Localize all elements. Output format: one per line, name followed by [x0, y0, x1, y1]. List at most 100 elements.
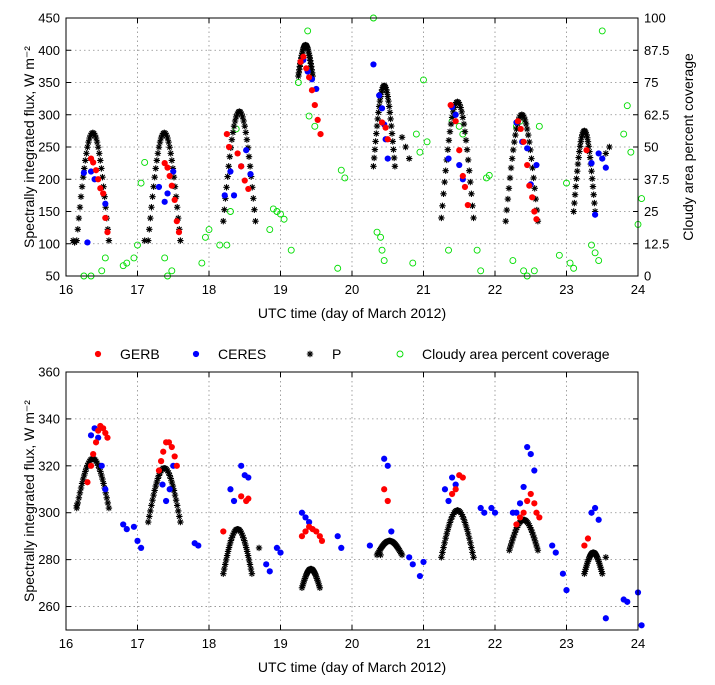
point-p [99, 475, 106, 483]
point-cloudy-area-percent-coverage [305, 112, 313, 120]
point-p [597, 566, 605, 573]
point-ceres [602, 164, 609, 171]
point-p [572, 183, 579, 190]
point-p [525, 131, 532, 139]
point-p [223, 552, 231, 559]
point-p [468, 190, 475, 198]
point-p [528, 155, 535, 162]
point-gerb [102, 214, 109, 222]
point-gerb [306, 74, 313, 81]
point-p [78, 480, 86, 487]
point-p [448, 114, 456, 121]
point-cloudy-area-percent-coverage [412, 130, 420, 138]
point-p [576, 148, 583, 155]
point-cloudy-area-percent-coverage [459, 130, 467, 138]
point-p [597, 563, 604, 571]
point-p [406, 155, 413, 162]
point-p [373, 130, 380, 137]
point-p [461, 519, 469, 526]
point-p [464, 156, 472, 164]
point-p [165, 138, 172, 146]
point-p [527, 524, 534, 531]
point-ceres [592, 504, 599, 512]
point-p [147, 214, 154, 222]
top-chart-y-ticks: 50 100 150 200 250 300 350 400 450 [38, 11, 71, 284]
point-p [171, 183, 179, 190]
legend-marker [192, 350, 200, 358]
top-chart-y-axis-label: Spectrally integrated flux, W m⁻² [21, 46, 37, 248]
point-p [83, 464, 90, 472]
x-tick-label: 17 [130, 282, 144, 297]
point-p [149, 496, 156, 504]
legend: GERB CERES P Cloudy area percent coverage [94, 346, 610, 362]
point-gerb [92, 167, 100, 174]
point-p [231, 117, 239, 125]
point-gerb [165, 439, 173, 446]
point-p [148, 502, 155, 509]
point-cloudy-area-percent-coverage [378, 246, 386, 254]
point-p [242, 129, 250, 136]
point-cloudy-area-percent-coverage [168, 267, 176, 275]
point-p [448, 513, 456, 520]
point-cloudy-area-percent-coverage [638, 195, 646, 203]
point-p [455, 99, 462, 106]
point-ceres [164, 190, 171, 197]
point-cloudy-area-percent-coverage [588, 241, 595, 249]
point-p [513, 524, 521, 531]
point-gerb [241, 177, 248, 184]
point-cloudy-area-percent-coverage [445, 246, 452, 254]
point-p [224, 173, 231, 180]
point-p [166, 144, 173, 151]
point-p [585, 554, 593, 562]
point-gerb [90, 159, 97, 166]
point-p [244, 552, 252, 559]
point-p [238, 529, 245, 537]
point-p [309, 72, 316, 80]
point-p [94, 144, 102, 151]
point-ceres [376, 92, 383, 99]
point-p [145, 518, 152, 526]
point-cloudy-area-percent-coverage [535, 122, 543, 130]
point-p [71, 239, 78, 246]
point-ceres [378, 105, 386, 112]
point-p [599, 570, 606, 577]
point-p [445, 137, 453, 144]
point-p [402, 143, 409, 151]
bottom-chart-x-ticks: 16 17 18 19 20 21 22 23 24 [59, 372, 645, 651]
point-p [445, 522, 453, 530]
point-gerb [318, 537, 326, 544]
point-p [528, 529, 536, 536]
point-ceres [452, 111, 459, 118]
point-gerb [520, 138, 527, 145]
point-ceres [230, 497, 238, 505]
bottom-chart-marks [73, 422, 645, 629]
point-p [228, 534, 236, 541]
point-p [574, 167, 581, 175]
point-gerb [461, 183, 469, 191]
point-ceres [298, 509, 306, 516]
series-cloudy-area-percent-coverage [80, 14, 646, 280]
point-p [226, 153, 233, 160]
point-p [443, 530, 450, 538]
point-p [226, 540, 234, 548]
legend-marker [94, 350, 102, 358]
point-p [146, 513, 153, 520]
point-gerb [303, 65, 310, 72]
point-p [391, 163, 399, 170]
point-gerb [234, 150, 241, 157]
point-p [506, 174, 514, 182]
point-gerb [168, 182, 175, 189]
point-p [157, 134, 165, 142]
point-gerb [524, 497, 531, 505]
point-p [154, 475, 162, 482]
y2-tick-label: 25 [644, 204, 658, 219]
point-ceres [263, 561, 270, 568]
point-p [470, 554, 477, 561]
point-ceres [238, 462, 245, 469]
point-cloudy-area-percent-coverage [555, 251, 563, 259]
point-cloudy-area-percent-coverage [277, 210, 284, 218]
point-p [593, 553, 601, 560]
point-cloudy-area-percent-coverage [130, 254, 138, 262]
point-cloudy-area-percent-coverage [294, 79, 302, 86]
point-p [167, 150, 174, 157]
